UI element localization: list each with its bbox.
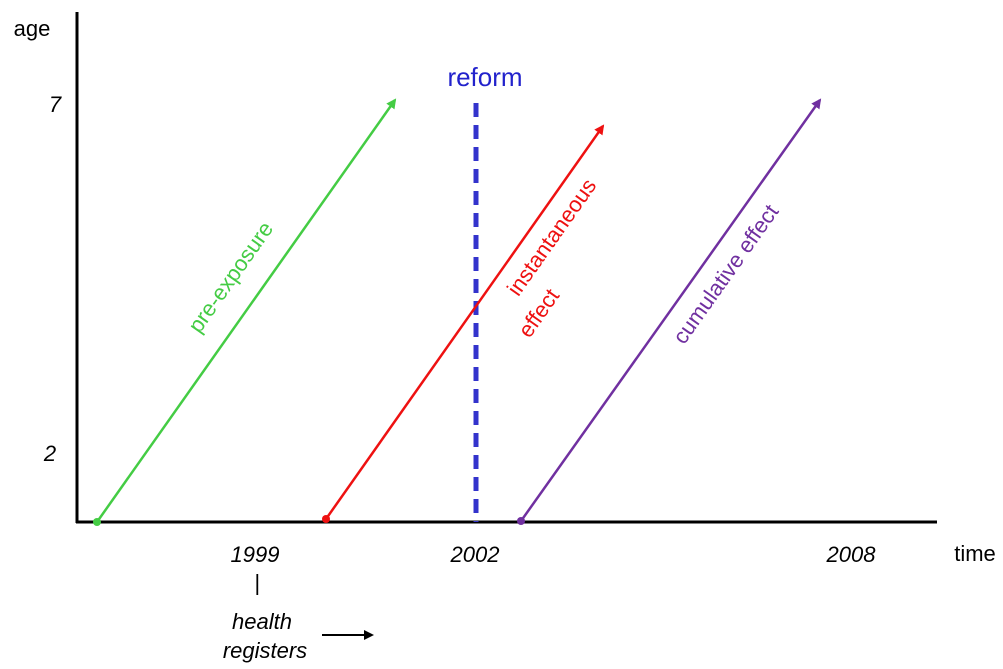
cohort-start	[93, 518, 101, 526]
x-tick-label: 2002	[450, 542, 500, 567]
arrow-label: cumulative effect	[668, 200, 784, 349]
arrow-label: pre-exposure	[183, 217, 278, 337]
x-tick-label: 1999	[231, 542, 280, 567]
cohort-arrow	[95, 98, 397, 523]
arrow-label: instantaneous	[502, 174, 601, 300]
annotation: registers	[223, 638, 307, 663]
cohort-start	[517, 517, 525, 525]
cohort-arrow	[519, 98, 822, 522]
cohort-start	[322, 515, 330, 523]
cohort-arrow	[324, 124, 605, 520]
y-axis-label: age	[14, 16, 51, 41]
x-tick-label: 2008	[826, 542, 877, 567]
annotation: |	[254, 570, 260, 595]
y-tick-label: 7	[49, 92, 62, 117]
x-axis-label: time	[954, 541, 996, 566]
annotation: health	[232, 609, 292, 634]
y-tick-label: 2	[43, 441, 56, 466]
reform-label: reform	[447, 62, 522, 92]
